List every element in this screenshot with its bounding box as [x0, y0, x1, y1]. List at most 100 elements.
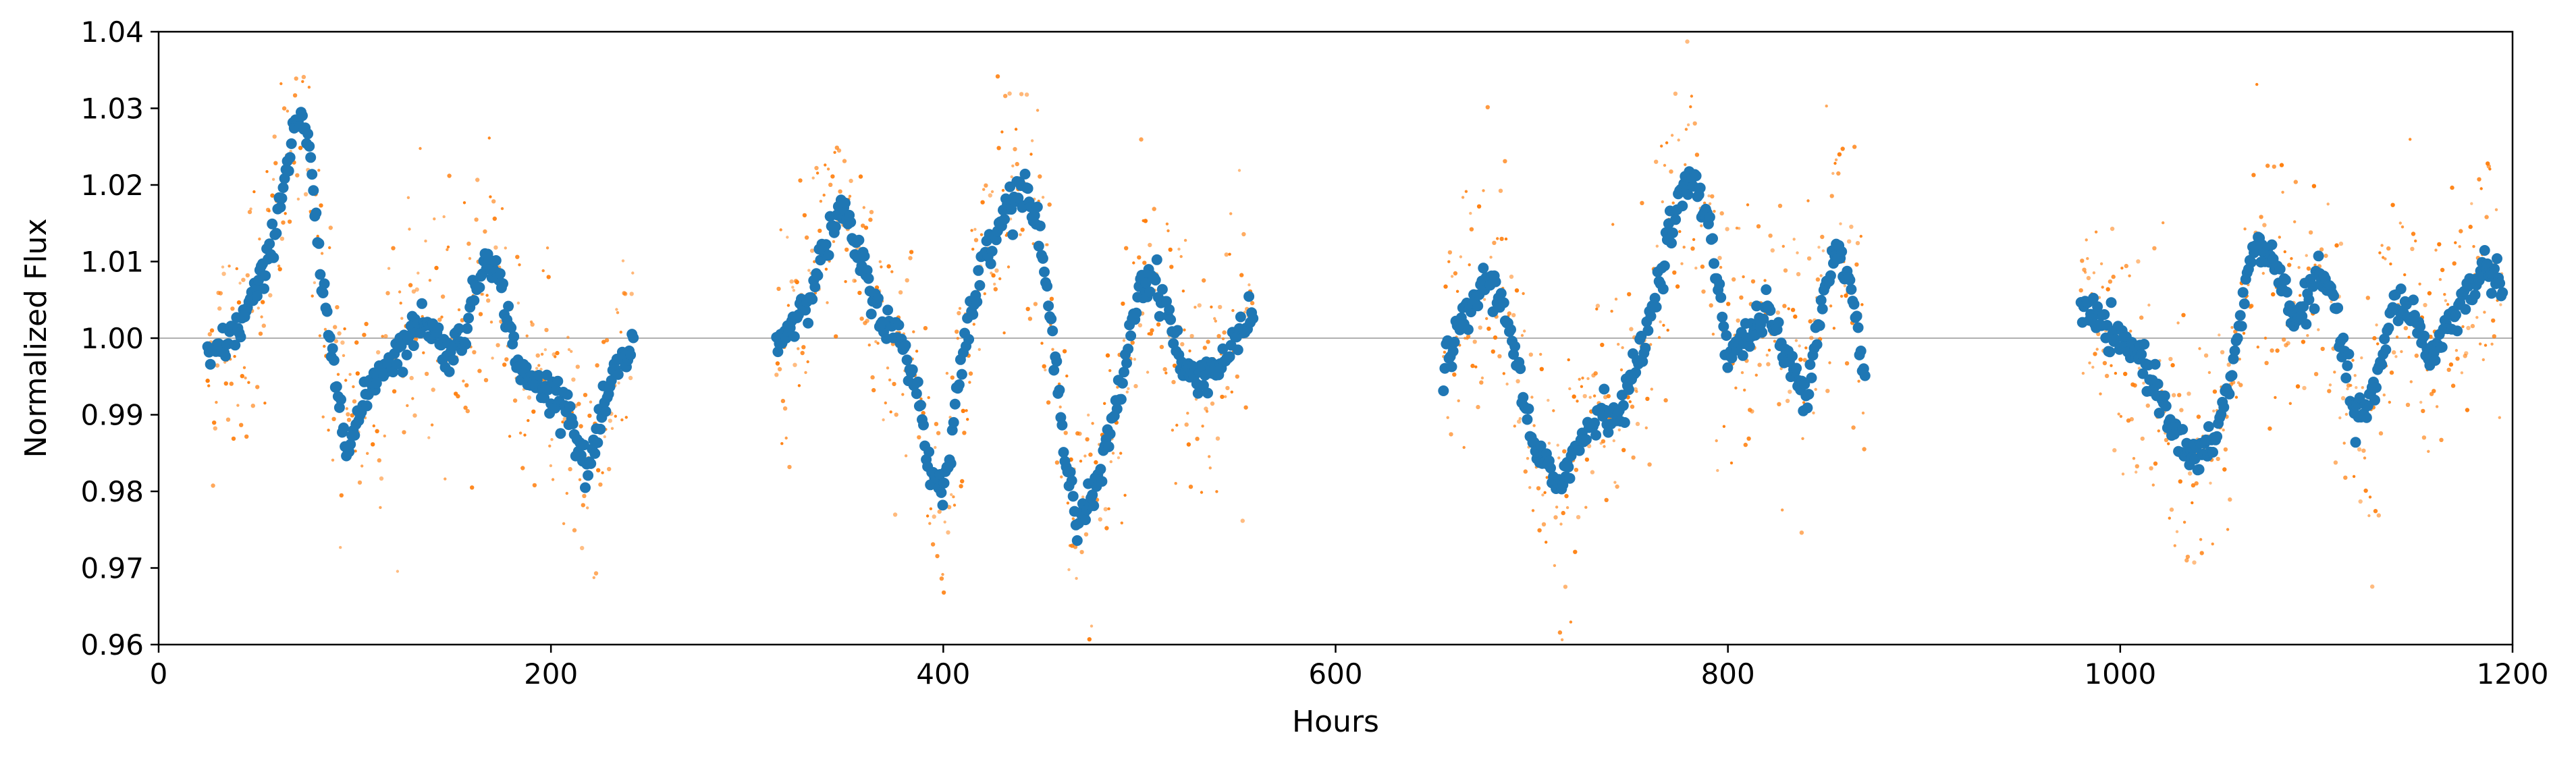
raw-point: [2392, 350, 2396, 355]
raw-point: [1829, 194, 1834, 198]
raw-point: [447, 173, 452, 178]
raw-point: [966, 418, 969, 421]
raw-point: [463, 405, 468, 410]
raw-point: [2226, 528, 2230, 531]
raw-point: [2357, 447, 2362, 452]
raw-point: [2111, 274, 2116, 279]
raw-point: [1614, 298, 1618, 301]
raw-point: [481, 292, 485, 296]
raw-point: [832, 240, 836, 244]
raw-point: [360, 464, 364, 468]
raw-point: [2112, 447, 2117, 453]
raw-point: [1464, 190, 1468, 193]
raw-point: [1531, 509, 1535, 512]
raw-point: [2132, 457, 2136, 460]
raw-point: [1528, 486, 1532, 489]
raw-point: [320, 252, 324, 255]
raw-point: [1040, 342, 1044, 345]
smoothed-point: [1677, 200, 1688, 212]
raw-point: [240, 374, 244, 379]
raw-point: [2461, 325, 2465, 329]
raw-point: [2262, 223, 2267, 227]
raw-point: [2251, 173, 2256, 178]
raw-point: [2175, 530, 2179, 533]
raw-point: [596, 468, 601, 472]
raw-point: [1523, 329, 1526, 333]
raw-point: [1070, 543, 1075, 548]
raw-point: [1635, 421, 1640, 427]
smoothed-point: [963, 333, 975, 345]
smoothed-point: [1224, 351, 1235, 362]
raw-point: [2226, 362, 2231, 367]
smoothed-point: [1498, 297, 1509, 308]
raw-point: [2375, 323, 2378, 327]
raw-point: [994, 268, 999, 273]
raw-point: [1108, 369, 1112, 373]
raw-point: [318, 334, 322, 337]
raw-point: [795, 279, 799, 285]
raw-point: [333, 325, 338, 329]
raw-point: [2370, 584, 2375, 589]
raw-point: [1025, 306, 1030, 311]
raw-point: [1593, 371, 1598, 376]
raw-point: [1779, 367, 1783, 371]
raw-point: [2448, 362, 2454, 367]
raw-point: [1617, 342, 1620, 346]
smoothed-point: [1737, 350, 1748, 361]
raw-point: [352, 399, 357, 404]
raw-point: [2373, 509, 2378, 514]
raw-point: [928, 522, 932, 525]
raw-point: [2132, 383, 2137, 388]
raw-point: [1011, 164, 1015, 167]
raw-point: [2088, 361, 2091, 364]
raw-point: [2287, 263, 2292, 267]
raw-point: [888, 378, 892, 382]
raw-point: [2105, 287, 2110, 292]
raw-point: [2338, 241, 2344, 246]
raw-point: [1493, 335, 1498, 340]
raw-point: [267, 209, 271, 213]
raw-point: [2169, 507, 2174, 512]
raw-point: [1027, 317, 1033, 321]
raw-point: [1453, 271, 1458, 276]
smoothed-point: [1202, 387, 1213, 399]
smoothed-point: [1799, 379, 1810, 390]
smoothed-point: [1617, 400, 1629, 411]
raw-point: [301, 80, 304, 84]
raw-point: [1065, 374, 1069, 378]
raw-point: [616, 311, 620, 315]
raw-point: [2400, 225, 2405, 229]
raw-point: [1564, 493, 1569, 499]
raw-point: [2481, 358, 2485, 362]
raw-point: [1474, 365, 1478, 369]
raw-point: [865, 319, 869, 323]
raw-point: [518, 431, 522, 435]
smoothed-point: [251, 290, 263, 302]
raw-point: [619, 330, 622, 334]
smoothed-point: [460, 339, 472, 350]
raw-point: [807, 269, 811, 272]
raw-point: [804, 235, 809, 240]
smoothed-point: [628, 332, 639, 344]
raw-point: [2220, 350, 2225, 354]
smoothed-point: [2136, 349, 2147, 360]
raw-point: [272, 134, 277, 139]
raw-point: [1742, 275, 1745, 279]
raw-point: [782, 406, 788, 411]
smoothed-point: [1718, 321, 1729, 332]
raw-point: [589, 400, 593, 404]
raw-point: [1635, 389, 1638, 393]
raw-point: [1125, 390, 1129, 393]
raw-point: [1013, 146, 1017, 152]
raw-point: [957, 310, 961, 316]
smoothed-point: [1589, 417, 1601, 429]
raw-point: [1085, 437, 1090, 442]
raw-point: [2478, 342, 2482, 346]
raw-point: [233, 354, 236, 358]
raw-point: [2255, 82, 2259, 86]
raw-point: [2157, 429, 2160, 433]
raw-point: [483, 378, 489, 383]
raw-point: [1700, 264, 1705, 269]
raw-point: [1514, 288, 1520, 293]
raw-point: [235, 267, 238, 271]
